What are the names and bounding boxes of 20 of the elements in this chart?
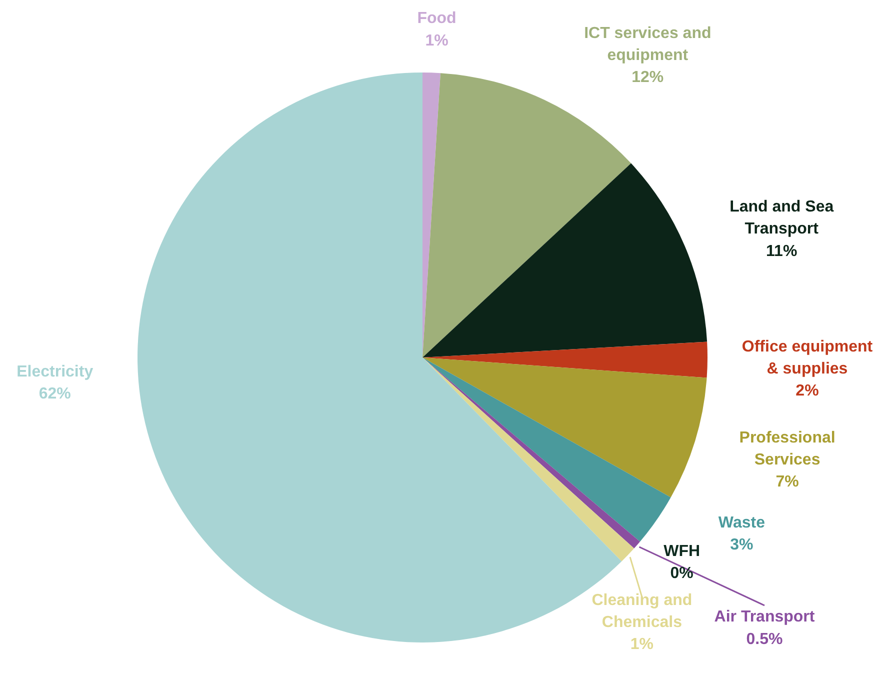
data-label: 12% [632, 69, 664, 86]
text: 0% [670, 565, 694, 582]
category-label: WFH [664, 543, 700, 560]
slice-label: Food [417, 10, 456, 28]
data-label: 2% [796, 382, 819, 400]
data-label: 0.5% [746, 630, 783, 648]
slice-label: Cleaning and Chemicals [592, 592, 692, 632]
slice-label: Office equipment & supplies [742, 338, 874, 378]
data-label: 62% [38, 386, 71, 403]
slice-label: Electricity [16, 364, 94, 381]
data-label: 11% [766, 242, 798, 260]
slice-label: ICT services and equipment [584, 24, 712, 64]
slice-label: Land and Sea Transport [730, 198, 834, 238]
slice-label: Air Transport [714, 608, 816, 626]
data-label: 3% [730, 536, 754, 554]
data-label: 7% [776, 474, 799, 491]
slice-label: Waste [718, 514, 766, 532]
data-label: 1% [425, 32, 448, 50]
data-label: 1% [630, 636, 654, 654]
slice-label: Professional Services [739, 430, 836, 469]
